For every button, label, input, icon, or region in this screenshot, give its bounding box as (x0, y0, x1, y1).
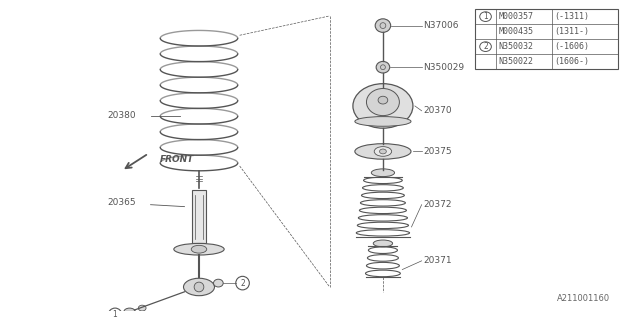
Text: 1: 1 (113, 310, 118, 319)
Ellipse shape (374, 147, 392, 156)
Ellipse shape (378, 96, 388, 104)
Ellipse shape (380, 149, 387, 154)
Ellipse shape (355, 116, 411, 126)
Text: N350032: N350032 (498, 42, 533, 51)
Ellipse shape (355, 144, 411, 159)
Text: M000435: M000435 (498, 27, 533, 36)
Text: 20375: 20375 (424, 147, 452, 156)
Text: (-1606): (-1606) (554, 42, 589, 51)
Ellipse shape (191, 245, 207, 253)
Text: N37006: N37006 (424, 21, 459, 30)
Ellipse shape (367, 89, 399, 116)
Text: N350029: N350029 (424, 63, 465, 72)
Ellipse shape (373, 240, 392, 247)
Text: 20365: 20365 (107, 198, 136, 207)
FancyBboxPatch shape (192, 190, 206, 244)
Text: 20372: 20372 (424, 200, 452, 209)
Text: N350022: N350022 (498, 57, 533, 66)
Text: 1: 1 (483, 12, 488, 21)
Text: 20380: 20380 (107, 111, 136, 120)
Text: A211001160: A211001160 (557, 294, 611, 303)
Text: M000357: M000357 (498, 12, 533, 21)
Ellipse shape (353, 84, 413, 128)
Text: 2: 2 (483, 42, 488, 51)
Text: (1606-): (1606-) (554, 57, 589, 66)
Text: (1311-): (1311-) (554, 27, 589, 36)
Ellipse shape (376, 61, 390, 73)
Text: FRONT: FRONT (160, 155, 195, 164)
Text: 2: 2 (240, 279, 245, 288)
Text: 20370: 20370 (424, 106, 452, 115)
Ellipse shape (380, 23, 386, 28)
Ellipse shape (375, 19, 390, 32)
Bar (475, 9, 618, 69)
Ellipse shape (174, 244, 224, 255)
Ellipse shape (124, 308, 136, 316)
Ellipse shape (371, 169, 394, 177)
Ellipse shape (214, 279, 223, 287)
Ellipse shape (138, 305, 146, 311)
Ellipse shape (381, 65, 385, 70)
Text: (-1311): (-1311) (554, 12, 589, 21)
Ellipse shape (184, 278, 214, 296)
Text: 20371: 20371 (424, 256, 452, 265)
Ellipse shape (194, 282, 204, 292)
